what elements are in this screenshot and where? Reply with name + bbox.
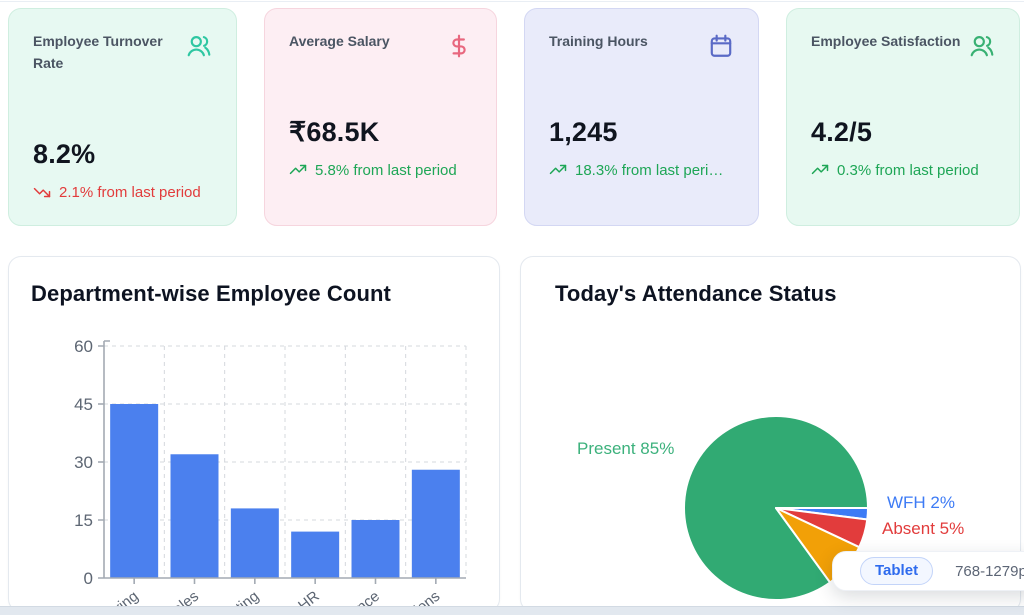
kpi-delta-text: 0.3% from last period [837,161,979,179]
kpi-value: 1,245 [549,117,618,147]
pie-label-present: Present 85% [577,439,675,458]
pie-chart [683,415,869,601]
kpi-delta-text: 2.1% from last period [59,183,201,201]
bar-Operations [411,469,460,578]
users-icon [187,36,211,57]
kpi-card-body: ₹68.5K 5.8% from last period [289,117,478,179]
bar-Marketing [230,508,279,578]
kpi-value: 4.2/5 [811,117,873,147]
bar-HR [291,531,340,578]
pie-chart-title: Today's Attendance Status [555,281,837,306]
kpi-card-body: 8.2% 2.1% from last period [33,139,218,201]
bar-Finance [351,520,400,578]
dollar-icon [452,34,466,58]
y-axis-tick-label: 0 [84,569,93,588]
y-axis-tick-label: 15 [74,511,93,530]
y-axis-tick-label: 45 [74,395,93,414]
kpi-value: 8.2% [33,139,96,169]
kpi-card-header: Training Hours [549,31,734,59]
trending-up-icon [549,164,567,175]
viewport-bottom-strip [0,606,1024,615]
kpi-delta-text: 18.3% from last peri… [575,161,724,179]
kpi-delta: 0.3% from last period [811,161,1001,179]
viewport-range-label: 768-1279px [955,562,1024,580]
device-pill[interactable]: Tablet [860,557,934,585]
kpi-value: ₹68.5K [289,117,380,147]
y-axis-tick-label: 30 [74,453,93,472]
kpi-card-header: Average Salary [289,31,472,59]
trending-down-icon [33,187,51,198]
kpi-card-title: Employee Satisfaction [811,33,961,49]
pie-label-absent: Absent 5% [882,519,965,538]
kpi-card: Employee Turnover Rate 8.2% 2.1% from last… [8,8,237,226]
kpi-card-title: Employee Turnover Rate [33,33,163,71]
users-icon [970,36,994,57]
bar-chart-title: Department-wise Employee Count [31,281,391,306]
kpi-card-header: Employee Turnover Rate [33,31,212,74]
viewport-size-badge[interactable]: Tablet 768-1279px [832,551,1024,591]
kpi-card: Employee Satisfaction 4.2/5 0.3% from last… [786,8,1020,226]
kpi-delta: 18.3% from last peri… [549,161,740,179]
pie-label-wfh: WFH 2% [887,493,955,512]
kpi-card-title: Training Hours [549,33,648,49]
y-axis-tick-label: 60 [74,337,93,356]
kpi-delta: 5.8% from last period [289,161,478,179]
trending-up-icon [811,164,829,175]
trending-up-icon [289,164,307,175]
kpi-delta-text: 5.8% from last period [315,161,457,179]
kpi-card-title: Average Salary [289,33,390,49]
kpi-cards-row: Employee Turnover Rate 8.2% 2.1% from last… [8,8,1020,226]
kpi-card: Average Salary ₹68.5K 5.8% from last perio… [264,8,497,226]
page-top-divider [0,1,1024,2]
calendar-icon [710,34,732,57]
bar-chart-card: Department-wise Employee Count 0 15 30 45 60… [8,256,500,612]
bar-Sales [170,454,219,578]
bar-Engineering [110,404,159,578]
kpi-delta: 2.1% from last period [33,183,218,201]
kpi-card-body: 1,245 18.3% from last peri… [549,117,740,179]
bar-chart: 015304560EngineeringSalesMarketingHRFina… [68,337,467,611]
kpi-card: Training Hours 1,245 18.3% from last peri… [524,8,759,226]
kpi-card-body: 4.2/5 0.3% from last period [811,117,1001,179]
kpi-card-header: Employee Satisfaction [811,31,995,59]
